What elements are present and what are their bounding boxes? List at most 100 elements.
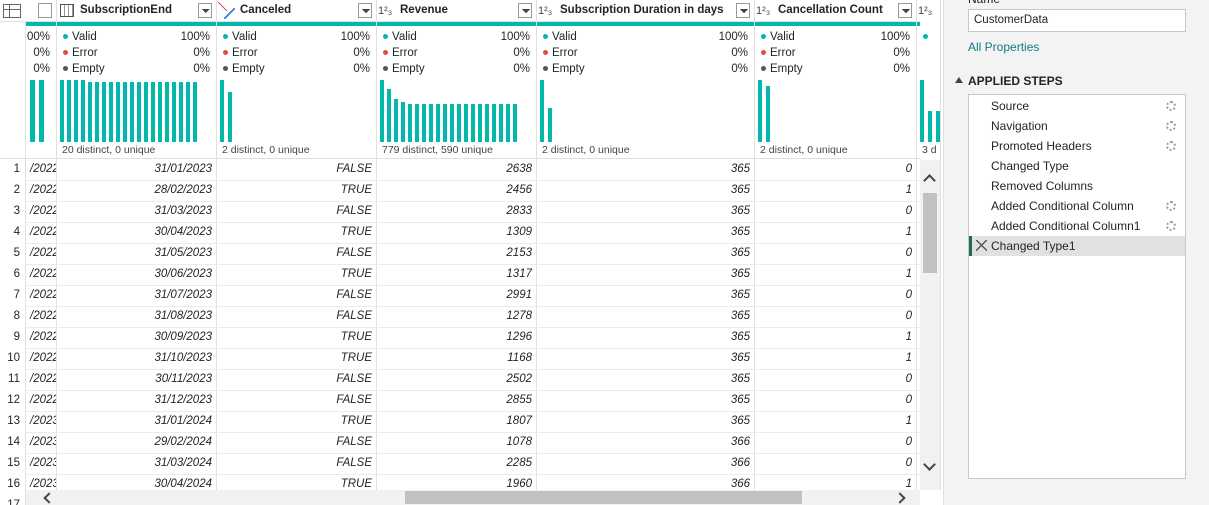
row-divider [26,285,920,286]
cell: 0 [905,373,912,385]
histogram-bar [228,92,232,142]
row-number: 7 [13,289,20,301]
row-number: 8 [13,310,20,322]
column-header-name[interactable]: Revenue [400,4,448,16]
column-divider [940,0,941,490]
column-dropdown[interactable] [358,3,372,18]
name-label: Name [968,0,1000,6]
histogram-bar [422,104,426,142]
step-settings-gear[interactable] [1166,121,1176,131]
column-dropdown[interactable] [898,3,912,18]
step-label[interactable]: Source [991,99,1030,113]
column-header-name[interactable]: Subscription Duration in days [560,4,724,16]
histogram-bar [443,104,447,142]
cell: 365 [730,352,750,364]
profile-label: Valid [232,31,257,43]
distinct-count: 3 d [922,144,937,156]
column-dropdown[interactable] [518,3,532,18]
step-label[interactable]: Removed Columns [991,179,1094,193]
step-label[interactable]: Promoted Headers [991,139,1092,153]
column-header-name[interactable]: Cancellation Count [778,4,883,16]
cell: 0 [905,163,912,175]
cell: 365 [730,415,750,427]
cell: 366 [730,478,750,490]
histogram-bar [506,104,510,142]
histogram-bar [492,104,496,142]
step-settings-gear[interactable] [1166,201,1176,211]
cell: TRUE [340,268,372,280]
column-dropdown[interactable] [198,3,212,18]
cell: 2638 [506,163,532,175]
step-label[interactable]: Added Conditional Column1 [991,219,1141,233]
cell: 30/04/2023 [154,226,212,238]
cell: 2285 [506,457,532,469]
cell: 1 [905,184,912,196]
histogram-bar [394,99,398,142]
profile-dot [543,66,548,71]
step-label[interactable]: Changed Type1 [991,239,1076,253]
profile-label: Valid [770,31,795,43]
cell: 365 [730,373,750,385]
profile-label: Valid [552,31,577,43]
column-header-name[interactable]: Canceled [240,4,292,16]
profile-percent: 0% [33,47,50,59]
horizontal-thumb[interactable] [405,491,802,504]
step-label[interactable]: Added Conditional Column [991,199,1134,213]
cell: FALSE [336,163,372,175]
name-input[interactable]: CustomerData [968,9,1186,32]
cell: /2022 [30,394,56,406]
histogram-bar [116,82,120,142]
histogram-bar [179,82,183,142]
cell: 0 [905,457,912,469]
column-dropdown[interactable] [736,3,750,18]
vertical-thumb[interactable] [923,193,937,273]
cell: /2022 [30,184,56,196]
row-number: 9 [13,331,20,343]
cell: 1296 [506,331,532,343]
cell: 1 [905,352,912,364]
row-number: 14 [7,436,20,448]
all-properties-link[interactable]: All Properties [968,40,1040,54]
cell: 365 [730,310,750,322]
step-settings-gear[interactable] [1166,101,1176,111]
cell: 1309 [506,226,532,238]
profile-percent: 100% [718,31,748,43]
header-accent [26,22,920,26]
histogram-bar [936,111,940,142]
delete-step[interactable] [976,240,987,251]
cell: /2022 [30,373,56,385]
data-grid: 00% 0% 0% SubscriptionEnd Valid 100% Error 0% Em… [0,0,941,505]
table-menu-button[interactable] [3,4,21,18]
step-label[interactable]: Changed Type [991,159,1069,173]
step-settings-gear[interactable] [1166,221,1176,231]
selected-step-background [969,236,1185,256]
step-settings-gear[interactable] [1166,141,1176,151]
column-divider [536,0,537,490]
histogram-bar [39,80,44,142]
cell: 31/08/2023 [154,310,212,322]
cell: 365 [730,289,750,301]
cell: 1168 [507,352,532,364]
cell: 31/07/2023 [154,289,212,301]
cell: 1 [905,268,912,280]
cell: TRUE [340,331,372,343]
step-label[interactable]: Navigation [991,119,1048,133]
cell: 1 [905,331,912,343]
cell: 31/10/2023 [154,352,212,364]
profile-label: Error [392,47,418,59]
column-header-name[interactable]: SubscriptionEnd [80,4,172,16]
profile-label: Valid [392,31,417,43]
row-number: 13 [7,415,20,427]
histogram-bar [109,82,113,142]
profile-percent: 0% [893,63,910,75]
cell: /2023 [30,457,56,469]
cell: /2022 [30,352,56,364]
cell: FALSE [336,457,372,469]
profile-label: Empty [72,63,105,75]
cell: 0 [905,394,912,406]
profile-label: Empty [232,63,265,75]
row-divider [26,264,920,265]
column-dropdown[interactable] [38,3,52,18]
cell: 0 [905,289,912,301]
